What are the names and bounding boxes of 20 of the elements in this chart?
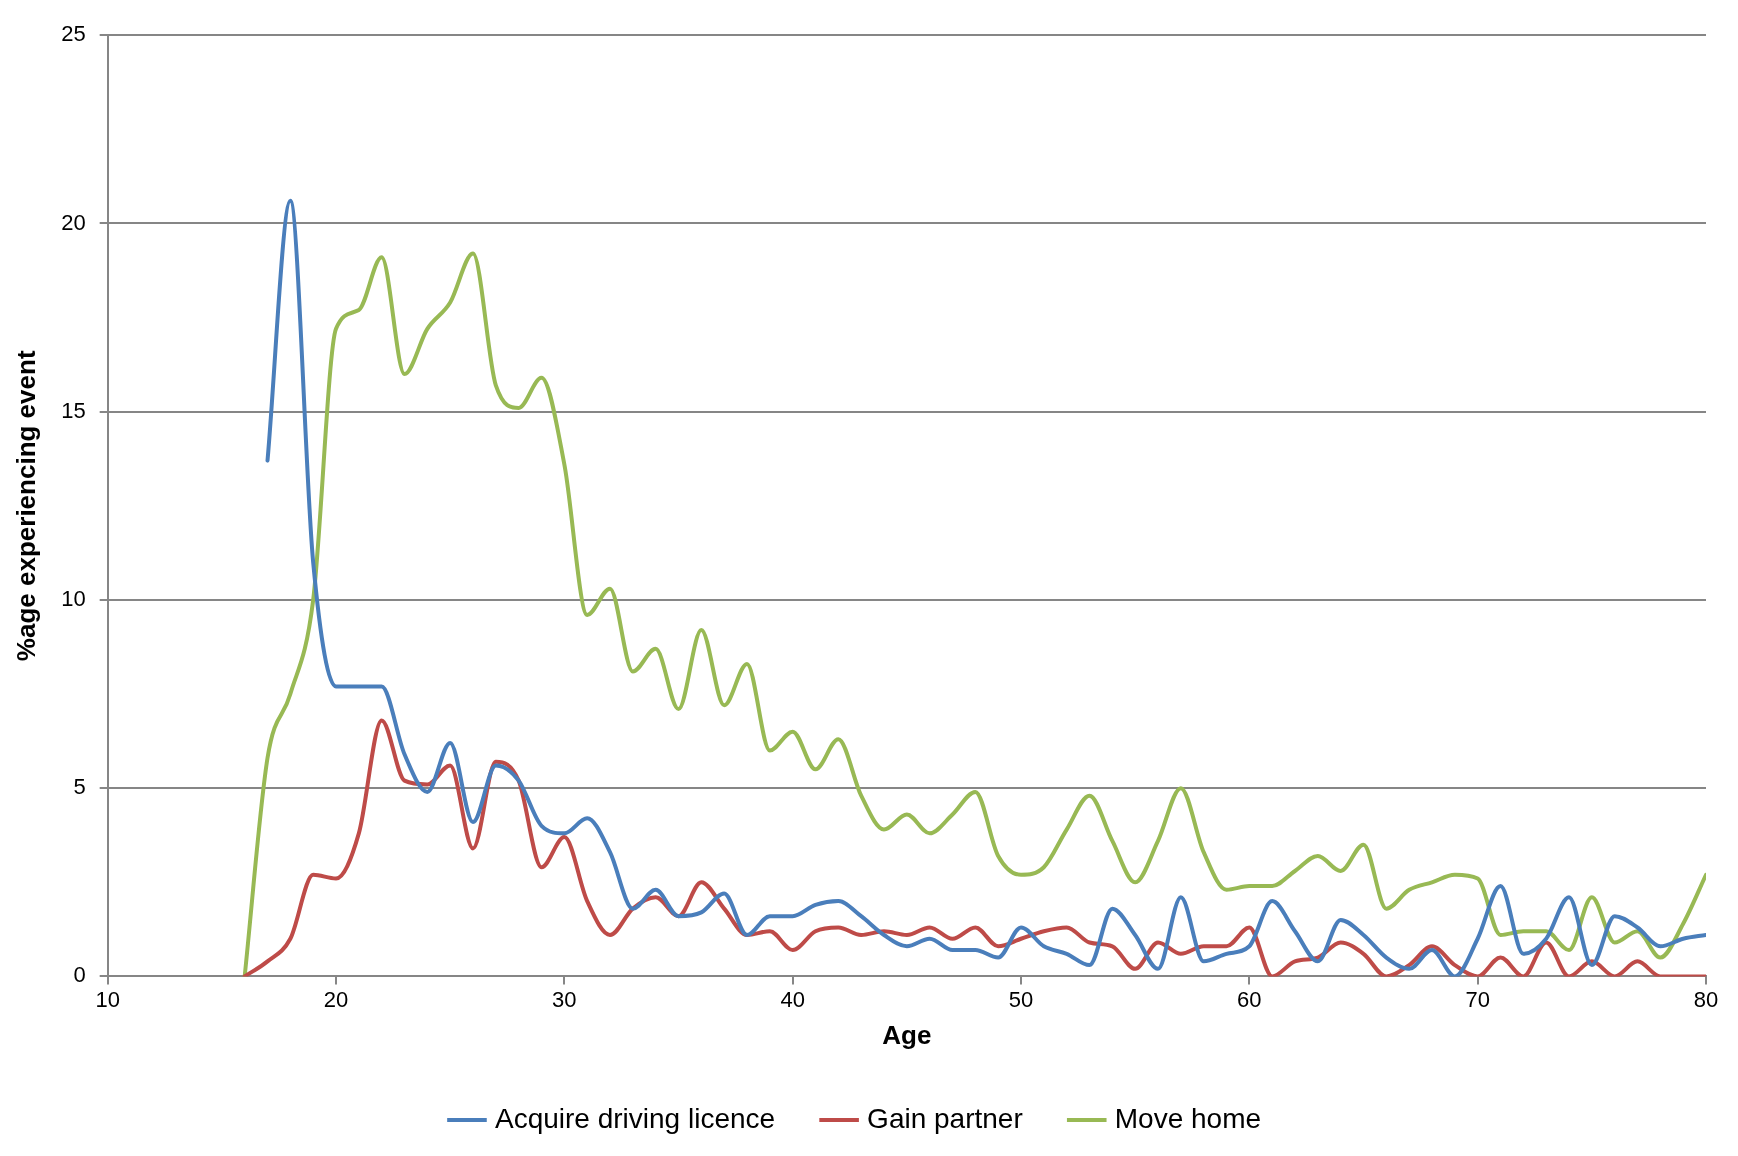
x-tick-label: 80 bbox=[1693, 986, 1719, 1012]
x-tick-label: 40 bbox=[780, 986, 805, 1012]
y-tick-label: 10 bbox=[61, 585, 86, 611]
y-tick-label: 25 bbox=[61, 21, 86, 47]
x-tick-label: 30 bbox=[552, 986, 577, 1012]
y-tick-label: 0 bbox=[73, 962, 86, 988]
y-tick-label: 20 bbox=[61, 209, 86, 235]
x-tick-label: 10 bbox=[95, 986, 120, 1012]
line-series bbox=[242, 718, 1706, 977]
y-tick-label: 5 bbox=[73, 774, 86, 800]
x-tick-label: 50 bbox=[1008, 986, 1034, 1012]
legend-label: Gain partner bbox=[867, 1102, 1023, 1134]
y-tick-label: 15 bbox=[61, 397, 86, 423]
legend-label: Move home bbox=[1114, 1102, 1262, 1134]
y-axis-title: %age experiencing event bbox=[10, 350, 41, 662]
x-tick-label: 70 bbox=[1465, 986, 1490, 1012]
x-tick-label: 60 bbox=[1237, 986, 1262, 1012]
x-tick-label: 20 bbox=[323, 986, 349, 1012]
legend-label: Acquire driving licence bbox=[494, 1102, 776, 1134]
x-axis-title: Age bbox=[882, 1019, 932, 1050]
